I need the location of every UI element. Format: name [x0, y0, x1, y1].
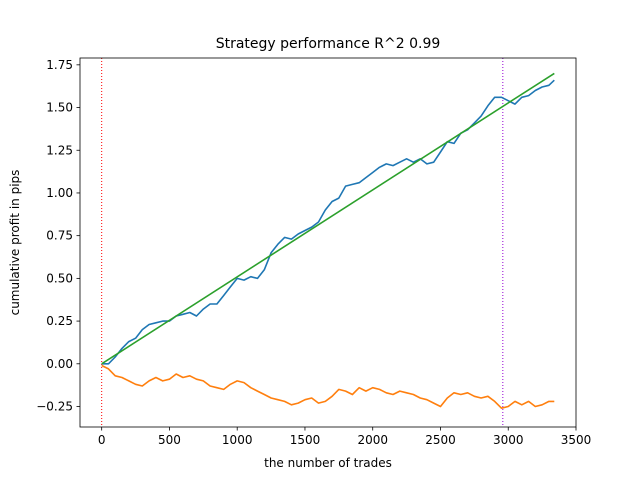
x-tick-label: 1500 [290, 433, 321, 447]
y-tick-label: 1.50 [46, 101, 73, 115]
y-tick-label: 0.75 [46, 229, 73, 243]
y-tick-label: 0.00 [46, 357, 73, 371]
x-tick-label: 2500 [425, 433, 456, 447]
x-tick-label: 500 [158, 433, 181, 447]
plot-area [101, 58, 555, 427]
axes-frame [79, 57, 577, 428]
y-axis-label: cumulative profit in pips [8, 170, 22, 316]
x-tick-label: 0 [98, 433, 106, 447]
x-tick-label: 3000 [493, 433, 524, 447]
series-line-2 [101, 72, 555, 365]
x-tick-label: 2000 [357, 433, 388, 447]
y-tick-label: 1.00 [46, 186, 73, 200]
y-tick-label: 0.50 [46, 271, 73, 285]
y-tick-label: 0.25 [46, 314, 73, 328]
x-axis-ticks: 0 500 1000 1500 2000 2500 3000 3500 [98, 427, 591, 447]
y-axis-ticks: −0.25 0.00 0.25 0.50 0.75 1.00 1.25 1.50 1.75 [36, 58, 80, 414]
chart-title: Strategy performance R^2 0.99 [216, 36, 441, 52]
y-tick-label: −0.25 [36, 400, 73, 414]
x-axis-label: the number of trades [264, 456, 392, 470]
series-line-1 [101, 364, 555, 410]
x-tick-label: 1000 [222, 433, 253, 447]
y-tick-label: 1.75 [46, 58, 73, 72]
y-tick-label: 1.25 [46, 143, 73, 157]
x-tick-label: 3500 [561, 433, 592, 447]
